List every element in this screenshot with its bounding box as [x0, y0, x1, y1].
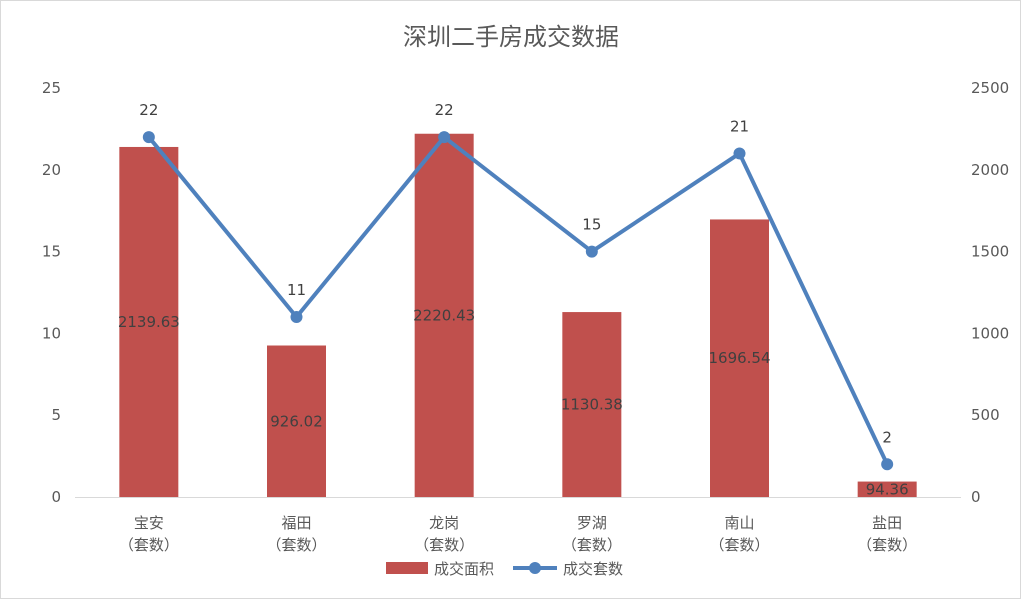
right-y-axis: 0 500 1000 1500 2000 2500: [971, 79, 1009, 506]
line-point: [881, 458, 894, 471]
category-label: 盐田（套数）: [857, 514, 917, 554]
line-point: [290, 311, 303, 324]
bar-value-label: 2139.63: [118, 313, 180, 331]
left-tick-label: 5: [51, 406, 61, 424]
left-tick-label: 15: [42, 243, 61, 261]
right-tick-label: 2000: [971, 161, 1009, 179]
line-value-label: 2: [882, 428, 892, 446]
line-point: [733, 147, 746, 160]
bar: [710, 219, 769, 498]
bar-value-label: 1696.54: [708, 349, 770, 367]
bar: [267, 345, 326, 497]
line-data-labels: 22 11 22 15 21 2: [139, 101, 892, 446]
bar-data-labels: 2139.63 926.02 2220.43 1130.38 1696.54 94.36: [118, 306, 909, 498]
bar: [414, 133, 474, 497]
line-value-label: 15: [582, 216, 601, 234]
bar-value-label: 2220.43: [413, 306, 475, 324]
bar: [857, 481, 917, 497]
legend: 成交面积 成交套数: [386, 560, 623, 578]
line-point: [142, 131, 155, 144]
line-value-label: 11: [287, 281, 306, 299]
bar-value-label: 94.36: [866, 480, 909, 498]
category-label: 福田（套数）: [266, 514, 326, 554]
left-tick-label: 0: [51, 488, 61, 506]
category-label: 宝安（套数）: [119, 514, 179, 554]
bar-value-label: 926.02: [270, 412, 323, 430]
x-axis: 宝安（套数） 福田（套数） 龙岗（套数） 罗湖（套数） 南山（套数） 盐田（套数）: [75, 497, 961, 554]
left-tick-label: 20: [42, 161, 61, 179]
line-point: [438, 131, 451, 144]
right-tick-label: 500: [971, 406, 1000, 424]
bar: [119, 146, 179, 497]
right-tick-label: 0: [971, 488, 981, 506]
chart-title: 深圳二手房成交数据: [403, 23, 619, 51]
category-label: 罗湖（套数）: [562, 514, 622, 554]
legend-marker-line: [529, 562, 541, 574]
line-series: [142, 131, 894, 471]
left-tick-label: 25: [42, 79, 61, 97]
legend-swatch-bar: [386, 562, 428, 574]
line-value-label: 22: [435, 101, 454, 119]
legend-label-line: 成交套数: [563, 560, 623, 578]
line-value-label: 21: [730, 117, 749, 135]
category-label: 南山（套数）: [709, 514, 769, 554]
series-line: [147, 135, 889, 466]
left-y-axis: 0 5 10 15 20 25: [42, 79, 61, 506]
category-label: 龙岗（套数）: [414, 514, 474, 554]
right-tick-label: 1500: [971, 243, 1009, 261]
bar: [562, 312, 622, 497]
right-tick-label: 1000: [971, 324, 1009, 342]
line-point: [585, 245, 598, 258]
right-tick-label: 2500: [971, 79, 1009, 97]
left-tick-label: 10: [42, 324, 61, 342]
line-value-label: 22: [139, 101, 158, 119]
bar-series: [119, 133, 917, 498]
legend-label-bar: 成交面积: [434, 560, 494, 578]
bar-value-label: 1130.38: [561, 396, 623, 414]
